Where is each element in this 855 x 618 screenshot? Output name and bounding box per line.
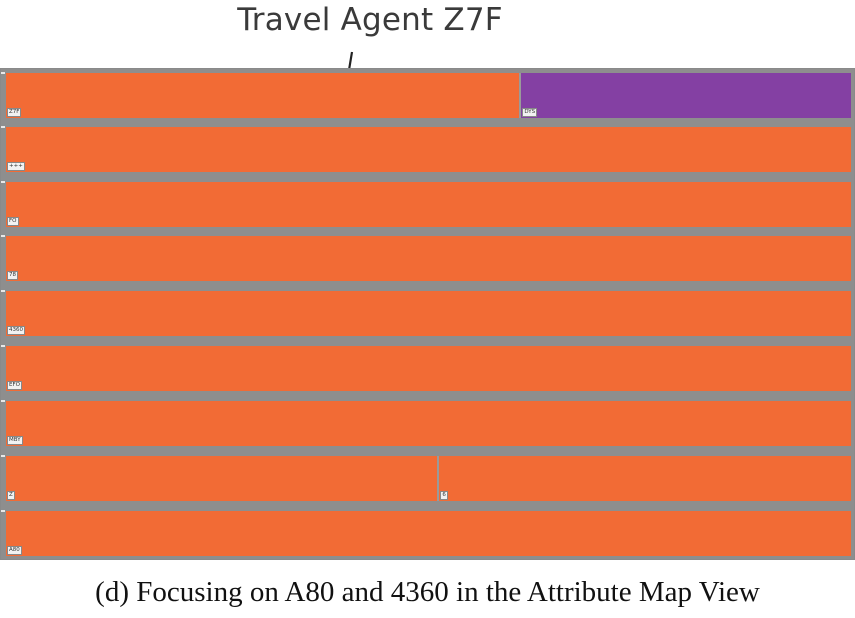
- row-handle[interactable]: [1, 235, 5, 237]
- attribute-row[interactable]: 78: [1, 235, 851, 281]
- attribute-map-view: Z7F DYS +++ FO 78 4360 EFO MBY Z 6 A80: [0, 68, 855, 560]
- cell-label: Z: [7, 491, 15, 500]
- row-handle[interactable]: [1, 510, 5, 512]
- attribute-cell[interactable]: 4360: [6, 291, 851, 336]
- attribute-row[interactable]: FO: [1, 181, 851, 227]
- cell-label: EFO: [7, 381, 22, 390]
- cell-label: 6: [440, 491, 448, 500]
- attribute-cell[interactable]: Z: [6, 456, 438, 501]
- cell-label: FO: [7, 217, 19, 226]
- cell-label: DYS: [522, 108, 538, 117]
- cell-label: 4360: [7, 326, 25, 335]
- cell-label: 78: [7, 271, 18, 280]
- attribute-cell[interactable]: +++: [6, 127, 851, 172]
- attribute-cell[interactable]: MBY: [6, 401, 851, 446]
- travel-agent-annotation: Travel Agent Z7F: [237, 2, 503, 38]
- attribute-row[interactable]: EFO: [1, 345, 851, 391]
- attribute-cell[interactable]: DYS: [519, 73, 851, 118]
- attribute-row[interactable]: MBY: [1, 400, 851, 446]
- attribute-cell[interactable]: FO: [6, 182, 851, 227]
- row-handle[interactable]: [1, 72, 5, 74]
- figure-caption: (d) Focusing on A80 and 4360 in the Attr…: [95, 576, 760, 608]
- attribute-cell[interactable]: Z7F: [6, 73, 520, 118]
- cell-label: A80: [7, 546, 22, 555]
- row-handle[interactable]: [1, 181, 5, 183]
- attribute-row[interactable]: 4360: [1, 290, 851, 336]
- attribute-cell[interactable]: 78: [6, 236, 851, 281]
- cell-label: +++: [7, 162, 25, 171]
- cell-label: Z7F: [7, 108, 22, 117]
- attribute-row[interactable]: A80: [1, 510, 851, 556]
- row-handle[interactable]: [1, 345, 5, 347]
- attribute-cell[interactable]: EFO: [6, 346, 851, 391]
- row-handle[interactable]: [1, 455, 5, 457]
- attribute-row[interactable]: Z7F DYS: [1, 72, 851, 118]
- attribute-row[interactable]: +++: [1, 126, 851, 172]
- row-handle[interactable]: [1, 290, 5, 292]
- row-handle[interactable]: [1, 400, 5, 402]
- row-handle[interactable]: [1, 126, 5, 128]
- attribute-cell[interactable]: A80: [6, 511, 851, 556]
- cell-label: MBY: [7, 436, 23, 445]
- attribute-cell[interactable]: 6: [437, 456, 851, 501]
